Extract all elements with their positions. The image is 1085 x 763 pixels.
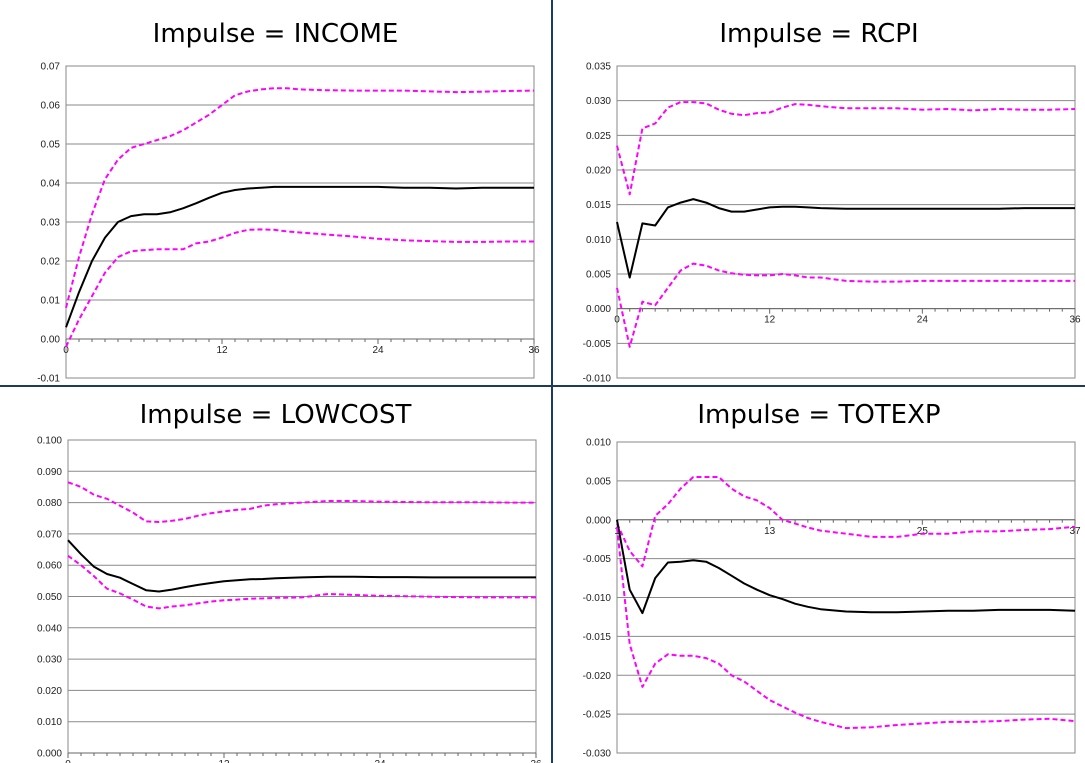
y-tick-label: -0.005 bbox=[583, 339, 612, 350]
panel-title: Impulse = LOWCOST bbox=[139, 400, 412, 430]
y-tick-label: 0.01 bbox=[41, 296, 61, 307]
y-tick-label: 0.02 bbox=[41, 257, 61, 268]
y-tick-label: 0.060 bbox=[37, 561, 62, 572]
x-tick-label: 0 bbox=[63, 345, 69, 356]
upper-band-line bbox=[616, 101, 1076, 196]
y-tick-label: -0.020 bbox=[583, 671, 612, 682]
y-tick-label: 0.100 bbox=[37, 436, 62, 447]
y-tick-label: 0.015 bbox=[586, 200, 611, 211]
x-tick-label: 12 bbox=[764, 315, 776, 326]
y-tick-label: 0.00 bbox=[41, 335, 61, 346]
panel-lowcost: Impulse = LOWCOST 0.100 0.090 0.080 0.070 0.… bbox=[0, 387, 551, 763]
y-tick-label: -0.010 bbox=[583, 374, 612, 385]
x-tick-label: 24 bbox=[372, 345, 384, 356]
y-tick-label: -0.005 bbox=[583, 554, 612, 565]
x-tick-label: 24 bbox=[917, 315, 929, 326]
y-tick-label: 0.07 bbox=[41, 62, 61, 73]
y-tick-label: 0.070 bbox=[37, 529, 62, 540]
panel-rcpi: Impulse = RCPI 0.035 0.030 0.025 0.020 0.015… bbox=[553, 0, 1085, 385]
y-tick-label: 0.005 bbox=[586, 270, 611, 281]
x-tick-label: 25 bbox=[917, 526, 929, 537]
y-tick-label: 0.000 bbox=[37, 749, 62, 760]
chart-income: 0.07 0.06 0.05 0.04 0.03 0.02 0.01 0.00 -0.01 0 12… bbox=[37, 62, 540, 385]
vertical-divider bbox=[551, 0, 553, 763]
x-tick-label: 36 bbox=[1069, 315, 1081, 326]
y-tick-label: 0.000 bbox=[586, 304, 611, 315]
y-tick-label: 0.050 bbox=[37, 592, 62, 603]
y-tick-label: 0.090 bbox=[37, 467, 62, 478]
plot-frame bbox=[616, 65, 1076, 379]
panel-title: Impulse = INCOME bbox=[152, 19, 399, 49]
x-tick-label: 12 bbox=[218, 759, 230, 763]
y-tick-label: 0.040 bbox=[37, 623, 62, 634]
response-line bbox=[67, 539, 536, 593]
y-tick-label: 0.020 bbox=[586, 166, 611, 177]
panel-income: Impulse = INCOME 0.07 0.06 0.05 0.04 0.03 0.0… bbox=[0, 0, 551, 385]
y-tick-label: 0.010 bbox=[586, 235, 611, 246]
y-tick-label: 0.030 bbox=[37, 655, 62, 666]
panel-totexp: Impulse = TOTEXP 0.010 0.005 0.000 -0.005 -0… bbox=[553, 387, 1085, 763]
upper-band-line bbox=[65, 87, 535, 309]
x-tick-label: 24 bbox=[374, 759, 386, 763]
response-line bbox=[65, 185, 534, 328]
lower-band-line bbox=[616, 262, 1075, 348]
upper-band-line bbox=[67, 481, 536, 523]
x-tick-label: 12 bbox=[216, 345, 228, 356]
y-tick-label: 0.025 bbox=[586, 131, 611, 142]
y-tick-label: -0.010 bbox=[583, 593, 612, 604]
y-tick-label: -0.015 bbox=[583, 632, 612, 643]
y-tick-label: 0.05 bbox=[41, 140, 61, 151]
y-tick-label: 0.005 bbox=[586, 476, 611, 487]
y-tick-label: 0.04 bbox=[41, 179, 61, 190]
y-tick-label: 0.000 bbox=[586, 515, 611, 526]
y-tick-label: -0.030 bbox=[583, 749, 612, 760]
y-tick-label: 0.06 bbox=[41, 101, 61, 112]
y-tick-label: 0.030 bbox=[586, 96, 611, 107]
upper-band-line bbox=[616, 476, 1076, 568]
x-tick-label: 13 bbox=[764, 526, 776, 537]
y-tick-label: 0.010 bbox=[37, 717, 62, 728]
x-tick-label: 0 bbox=[614, 315, 620, 326]
x-tick-label: 36 bbox=[530, 759, 542, 763]
lower-band-line bbox=[67, 554, 536, 610]
y-tick-label: 0.035 bbox=[586, 62, 611, 73]
x-tick-label: 36 bbox=[528, 345, 540, 356]
lower-band-line bbox=[616, 527, 1076, 730]
y-tick-label: 0.03 bbox=[41, 218, 61, 229]
chart-totexp: 0.010 0.005 0.000 -0.005 -0.010 -0.015 -0.020 -… bbox=[583, 438, 1081, 760]
panel-title: Impulse = RCPI bbox=[719, 19, 919, 49]
y-tick-label: 0.080 bbox=[37, 498, 62, 509]
response-line bbox=[616, 519, 1076, 615]
x-tick-label: 37 bbox=[1069, 526, 1081, 537]
x-tick-label: 0 bbox=[65, 759, 71, 763]
y-tick-label: -0.025 bbox=[583, 710, 612, 721]
response-line bbox=[616, 198, 1075, 279]
panel-title: Impulse = TOTEXP bbox=[697, 400, 941, 430]
chart-lowcost: 0.100 0.090 0.080 0.070 0.060 0.050 0.040 0.030… bbox=[37, 436, 542, 763]
y-tick-label: 0.010 bbox=[586, 438, 611, 449]
chart-rcpi: 0.035 0.030 0.025 0.020 0.015 0.010 0.005 0.000… bbox=[583, 62, 1081, 385]
lower-band-line bbox=[65, 228, 534, 348]
horizontal-divider bbox=[0, 385, 1085, 387]
y-tick-label: 0.020 bbox=[37, 686, 62, 697]
y-tick-label: -0.01 bbox=[37, 374, 60, 385]
